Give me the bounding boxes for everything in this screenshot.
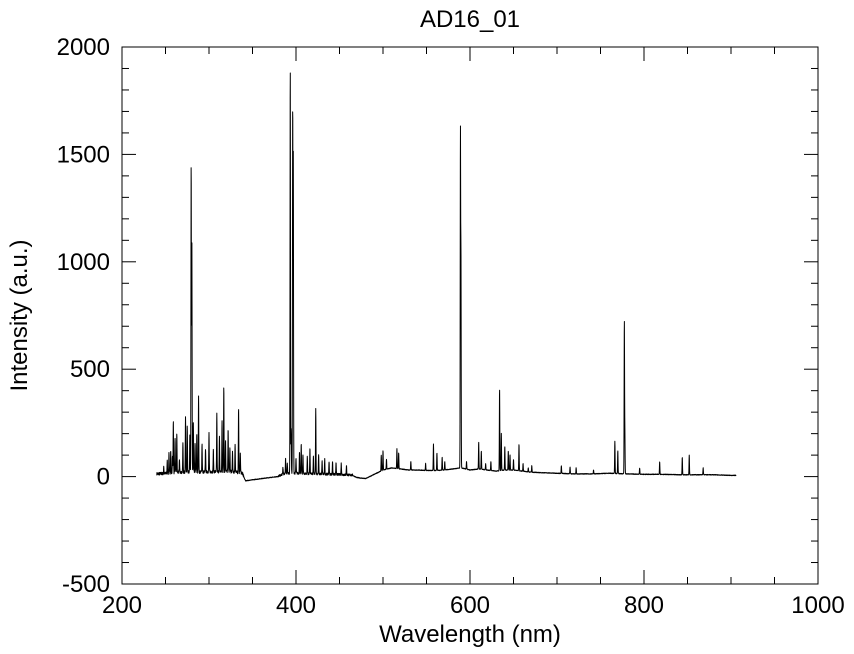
x-tick-label: 800 (624, 592, 664, 619)
y-axis-tick-labels: -500 0 500 1000 1500 2000 (57, 34, 110, 598)
y-tick-label: 0 (97, 464, 110, 491)
x-tick-label: 200 (102, 592, 142, 619)
x-tick-label: 600 (450, 592, 490, 619)
x-axis-ticks (121, 47, 819, 584)
y-tick-label: 1500 (57, 141, 110, 168)
plot-frame (121, 46, 819, 585)
x-axis-label: Wavelength (nm) (379, 621, 561, 648)
chart-title: AD16_01 (420, 6, 520, 33)
y-tick-label: 500 (70, 356, 110, 383)
plot-area: 200 400 600 800 1000 -500 0 500 1000 1500 2000 (57, 34, 845, 619)
x-tick-label: 400 (276, 592, 316, 619)
y-tick-label: 2000 (57, 34, 110, 61)
x-axis-tick-labels: 200 400 600 800 1000 (102, 592, 845, 619)
y-tick-label: -500 (62, 571, 110, 598)
y-tick-label: 1000 (57, 249, 110, 276)
y-axis-label: Intensity (a.u.) (6, 239, 33, 391)
x-tick-label: 1000 (791, 592, 844, 619)
spectrum-line (156, 72, 737, 482)
y-axis-ticks (122, 46, 818, 585)
